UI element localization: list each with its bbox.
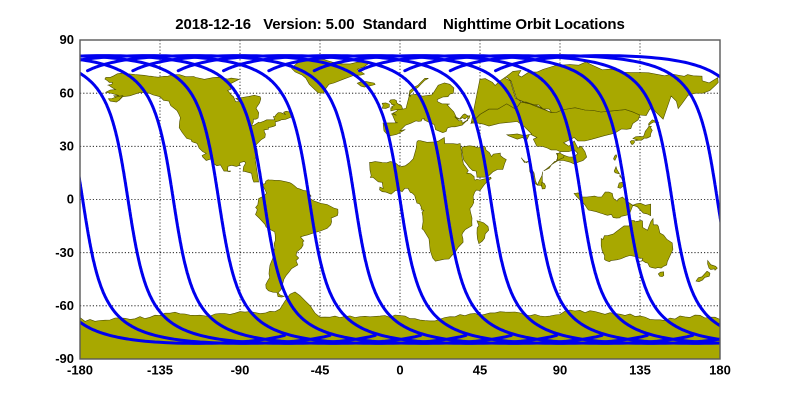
svg-text:-45: -45 bbox=[311, 363, 330, 378]
svg-text:90: 90 bbox=[553, 363, 567, 378]
svg-text:180: 180 bbox=[709, 363, 731, 378]
svg-text:-60: -60 bbox=[55, 298, 74, 313]
svg-text:0: 0 bbox=[67, 192, 74, 207]
svg-text:60: 60 bbox=[60, 85, 74, 100]
svg-text:90: 90 bbox=[60, 32, 74, 47]
svg-text:0: 0 bbox=[396, 363, 403, 378]
svg-text:-180: -180 bbox=[67, 363, 93, 378]
svg-text:135: 135 bbox=[629, 363, 651, 378]
svg-text:-135: -135 bbox=[147, 363, 173, 378]
svg-text:-90: -90 bbox=[231, 363, 250, 378]
svg-text:30: 30 bbox=[60, 139, 74, 154]
svg-text:-30: -30 bbox=[55, 245, 74, 260]
svg-text:45: 45 bbox=[473, 363, 487, 378]
